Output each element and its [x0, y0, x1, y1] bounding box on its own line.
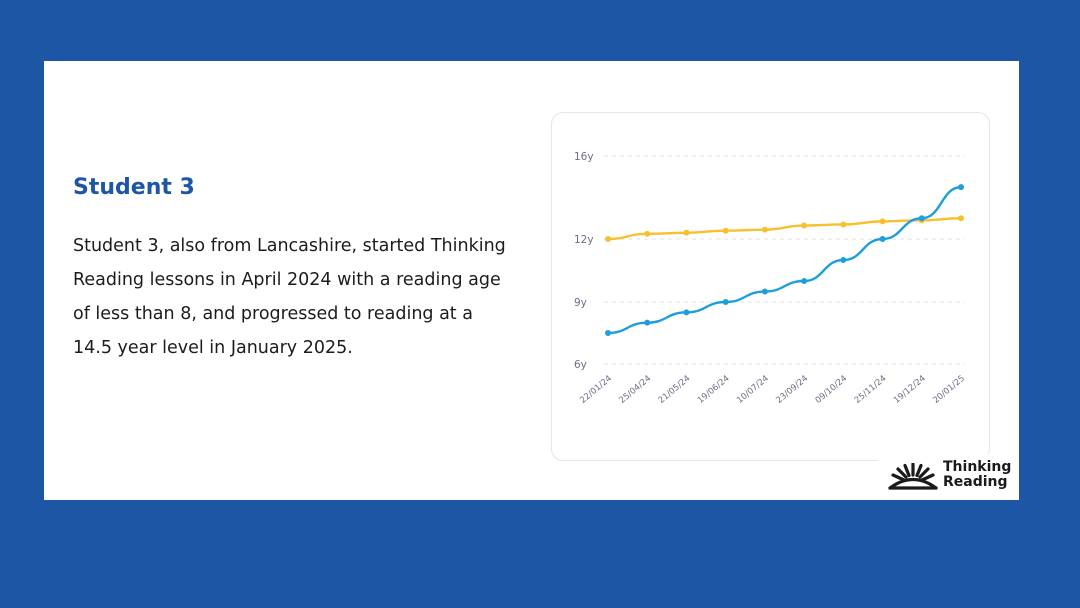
student-heading: Student 3 [73, 175, 195, 200]
x-tick-label: 21/05/24 [657, 374, 693, 406]
x-tick-label: 19/06/24 [696, 374, 732, 406]
chart-svg: 6y 9y 12y 16y 22/01/24 25/04/24 21/05/24 19/06… [574, 151, 967, 406]
data-point [840, 221, 847, 228]
y-axis-ticks: 6y 9y 12y 16y [574, 151, 594, 371]
data-point [761, 226, 768, 233]
logo-line-1: Thinking [943, 459, 1012, 475]
x-tick-label: 22/01/24 [578, 374, 614, 406]
data-point [683, 309, 690, 316]
data-point [801, 222, 808, 229]
chart-grid [604, 155, 965, 365]
x-tick-label: 10/07/24 [735, 374, 771, 406]
y-tick-label: 12y [574, 234, 594, 246]
data-point [644, 319, 651, 326]
thinking-reading-logo: Thinking Reading [878, 454, 1019, 500]
logo-wordmark: Thinking Reading [943, 460, 1011, 490]
student-description: Student 3, also from Lancashire, started… [73, 236, 506, 358]
x-axis-ticks: 22/01/24 25/04/24 21/05/24 19/06/24 10/07/24… [578, 374, 967, 406]
series-line-1 [607, 185, 962, 335]
data-point [801, 278, 808, 284]
x-tick-label: 20/01/25 [931, 374, 967, 406]
data-point [879, 236, 886, 242]
chart-series [605, 184, 964, 336]
x-tick-label: 25/11/24 [853, 374, 889, 406]
sunrise-logo-icon [888, 463, 938, 490]
data-point [761, 288, 768, 295]
y-tick-label: 9y [574, 297, 587, 309]
x-tick-label: 23/09/24 [774, 374, 810, 406]
data-point [958, 215, 964, 222]
reading-age-chart: 6y 9y 12y 16y 22/01/24 25/04/24 21/05/24 19/06… [551, 112, 990, 461]
data-point [683, 229, 690, 236]
data-point [918, 215, 925, 222]
series-line-0 [607, 217, 962, 241]
y-tick-label: 16y [574, 151, 594, 163]
x-tick-label: 25/04/24 [617, 374, 653, 406]
y-tick-label: 6y [574, 359, 587, 371]
data-point [958, 184, 964, 191]
data-point [722, 299, 729, 305]
data-point [605, 236, 611, 242]
content-card: Student 3 Student 3, also from Lancashir… [44, 61, 1019, 500]
data-point [879, 218, 886, 225]
logo-line-2: Reading [943, 474, 1008, 490]
data-point [722, 227, 729, 234]
x-tick-label: 09/10/24 [814, 374, 850, 406]
data-point [840, 257, 847, 263]
data-point [605, 330, 611, 336]
x-tick-label: 19/12/24 [892, 374, 928, 406]
data-point [644, 230, 651, 237]
